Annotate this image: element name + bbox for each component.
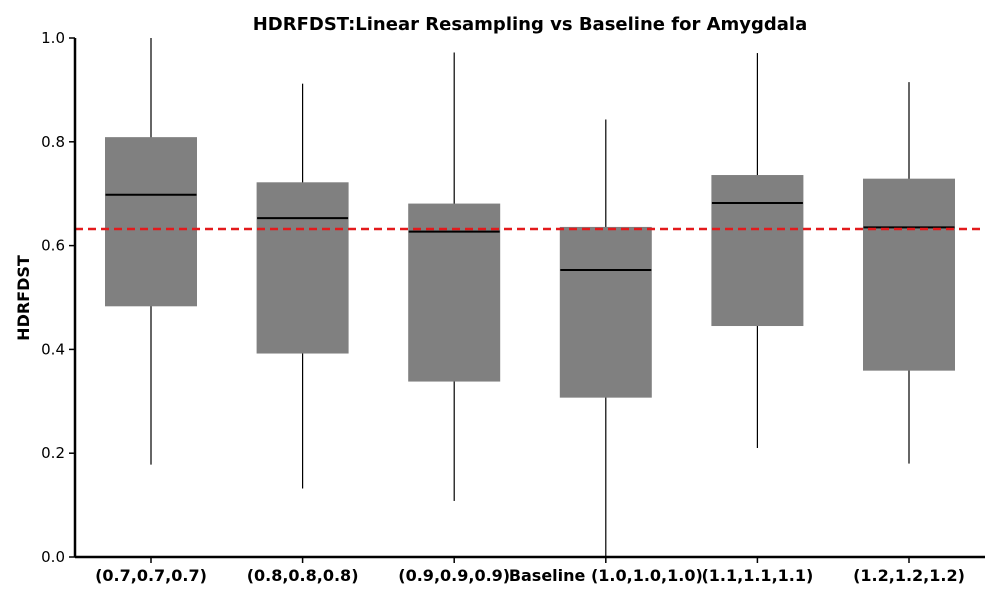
iqr-box [408,203,501,382]
x-category-label: (1.1,1.1,1.1) [701,566,813,585]
x-category-label: (0.9,0.9,0.9) [398,566,510,585]
y-tick-label: 0.4 [41,340,65,358]
y-tick-label: 0.8 [41,133,65,151]
x-category-label: (1.2,1.2,1.2) [853,566,965,585]
box-group-4 [559,119,652,557]
iqr-box [863,178,955,371]
x-category-label: (0.8,0.8,0.8) [247,566,359,585]
y-tick-label: 0.6 [41,237,65,255]
plot-area: 0.0 0.2 0.4 0.6 0.8 1.0 (0.7,0.7,0.7) (0.8,0.8,… [41,29,985,585]
iqr-box [256,182,349,354]
y-tick-label: 0.2 [41,444,65,462]
iqr-box [105,137,197,307]
y-tick-label: 0.0 [41,548,65,566]
box-group-1 [105,38,197,465]
y-axis-title: HDRFDST [14,255,33,341]
x-category-label: (0.7,0.7,0.7) [95,566,207,585]
x-category-label: Baseline (1.0,1.0,1.0) [509,566,703,585]
box-group-5 [711,53,804,449]
box-group-6 [863,82,955,464]
y-tick-label: 1.0 [41,29,65,47]
box-group-2 [256,83,349,489]
chart-title: HDRFDST:Linear Resampling vs Baseline fo… [253,14,808,35]
iqr-box [559,226,652,398]
box-group-3 [408,52,501,501]
iqr-box [711,175,804,327]
